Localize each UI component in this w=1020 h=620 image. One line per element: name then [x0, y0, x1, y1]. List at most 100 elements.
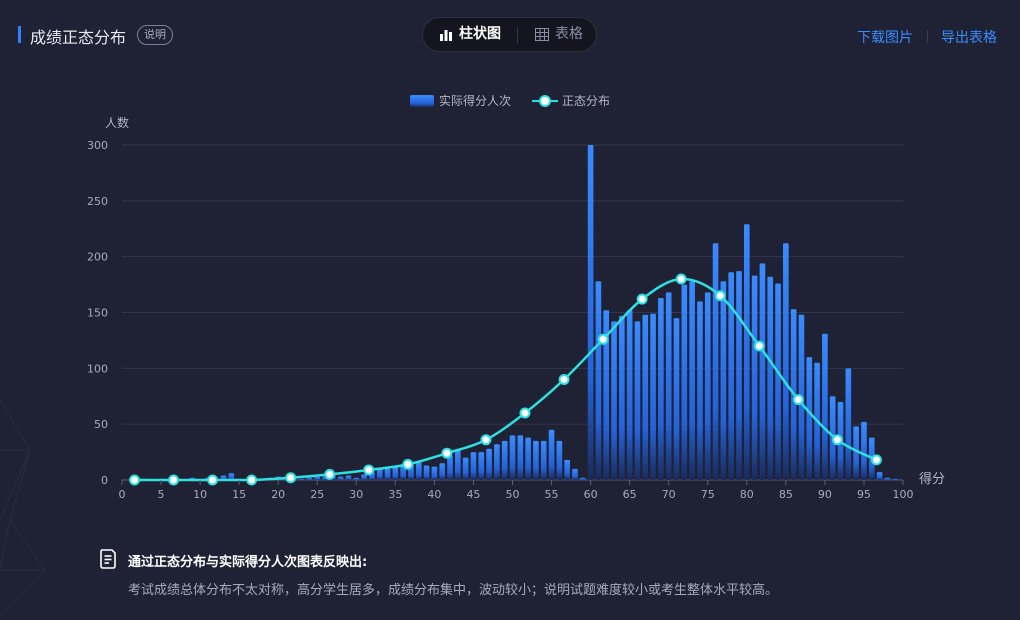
- score-bar[interactable]: [806, 357, 813, 480]
- score-bar[interactable]: [486, 448, 492, 480]
- score-bar[interactable]: [634, 321, 641, 480]
- score-bar[interactable]: [228, 473, 235, 480]
- normal-curve-point[interactable]: [441, 447, 453, 459]
- score-bar[interactable]: [579, 477, 586, 480]
- score-bar[interactable]: [455, 449, 461, 480]
- normal-curve-point[interactable]: [168, 474, 180, 486]
- normal-curve-point[interactable]: [675, 273, 687, 285]
- x-tick-label: 65: [623, 488, 637, 501]
- normal-curve-point[interactable]: [128, 474, 140, 486]
- normal-curve-point[interactable]: [714, 290, 726, 302]
- score-bar[interactable]: [431, 466, 438, 480]
- tab-bar-chart[interactable]: 柱状图: [439, 18, 501, 51]
- score-bar[interactable]: [306, 477, 313, 480]
- normal-curve-point[interactable]: [285, 472, 297, 484]
- normal-curve-point[interactable]: [324, 468, 336, 480]
- score-bar[interactable]: [876, 472, 883, 480]
- score-bar[interactable]: [509, 435, 516, 480]
- score-bar[interactable]: [751, 275, 758, 480]
- score-bar[interactable]: [712, 243, 719, 480]
- normal-curve-point[interactable]: [207, 474, 219, 486]
- score-bar[interactable]: [650, 313, 656, 480]
- chart-legend: 实际得分人次 正态分布: [410, 93, 610, 108]
- score-bar[interactable]: [611, 321, 617, 480]
- score-bar[interactable]: [689, 281, 695, 480]
- normal-curve-point[interactable]: [402, 458, 414, 470]
- score-bar[interactable]: [415, 462, 422, 480]
- score-bar[interactable]: [759, 263, 766, 480]
- chart-header: 成绩正态分布 说明 柱状图 表格 下载图片 导出表格: [0, 0, 1020, 70]
- normal-curve-point[interactable]: [597, 333, 609, 345]
- score-bar[interactable]: [619, 315, 625, 480]
- score-bar[interactable]: [767, 276, 774, 480]
- score-bar[interactable]: [595, 281, 602, 480]
- score-bar[interactable]: [540, 440, 547, 480]
- score-bar[interactable]: [704, 292, 711, 480]
- normal-curve-point[interactable]: [246, 474, 258, 486]
- export-table-link[interactable]: 导出表格: [941, 30, 997, 46]
- score-bar[interactable]: [626, 310, 633, 480]
- normal-curve-point[interactable]: [753, 340, 765, 352]
- score-bar[interactable]: [439, 463, 446, 480]
- score-bar[interactable]: [345, 475, 352, 480]
- score-bar[interactable]: [384, 468, 391, 480]
- score-bar[interactable]: [494, 444, 500, 480]
- normal-curve-point[interactable]: [363, 464, 375, 476]
- score-bar[interactable]: [728, 272, 734, 480]
- normal-curve-point[interactable]: [870, 454, 882, 466]
- score-bar[interactable]: [462, 457, 469, 480]
- score-bar[interactable]: [658, 297, 664, 480]
- score-bar[interactable]: [681, 284, 688, 480]
- score-bar[interactable]: [892, 478, 899, 480]
- score-bar[interactable]: [720, 281, 727, 480]
- normal-curve-point[interactable]: [480, 434, 492, 446]
- normal-curve-point[interactable]: [558, 374, 570, 385]
- legend-bar-label[interactable]: 实际得分人次: [439, 93, 511, 108]
- score-bar[interactable]: [736, 271, 742, 480]
- score-bar[interactable]: [298, 478, 305, 480]
- score-bar[interactable]: [314, 476, 321, 480]
- help-tag[interactable]: 说明: [137, 25, 173, 45]
- score-bar[interactable]: [361, 474, 367, 480]
- score-bar[interactable]: [861, 421, 867, 480]
- score-bar[interactable]: [517, 435, 524, 480]
- score-bar[interactable]: [884, 477, 891, 480]
- download-image-link[interactable]: 下载图片: [857, 30, 913, 46]
- score-bar[interactable]: [603, 310, 610, 480]
- score-bar[interactable]: [665, 292, 672, 480]
- score-bar[interactable]: [501, 440, 508, 480]
- score-bar[interactable]: [853, 426, 859, 480]
- score-bar[interactable]: [337, 476, 344, 480]
- score-bar[interactable]: [822, 333, 828, 480]
- score-bar[interactable]: [564, 459, 570, 480]
- legend-curve-label[interactable]: 正态分布: [562, 94, 610, 108]
- normal-curve-point[interactable]: [792, 394, 804, 406]
- score-bar[interactable]: [353, 477, 360, 480]
- score-bar[interactable]: [845, 368, 852, 480]
- score-bar[interactable]: [423, 465, 430, 480]
- score-bar[interactable]: [642, 314, 649, 480]
- score-bar[interactable]: [548, 429, 555, 480]
- table-icon: [535, 28, 549, 41]
- x-tick-label: 90: [818, 488, 832, 501]
- score-bar[interactable]: [533, 440, 539, 480]
- score-bar[interactable]: [587, 145, 594, 480]
- score-bar[interactable]: [556, 440, 563, 480]
- score-bar[interactable]: [783, 243, 789, 480]
- score-bar[interactable]: [376, 468, 383, 480]
- score-bar[interactable]: [572, 468, 578, 480]
- score-bar[interactable]: [392, 466, 399, 480]
- score-bar[interactable]: [743, 224, 750, 480]
- normal-curve-point[interactable]: [636, 293, 648, 305]
- score-bar[interactable]: [447, 455, 453, 480]
- score-bar[interactable]: [470, 452, 477, 480]
- score-bar[interactable]: [478, 452, 485, 480]
- tab-table[interactable]: 表格: [535, 18, 583, 51]
- score-bar[interactable]: [673, 318, 680, 480]
- score-bar[interactable]: [697, 301, 703, 480]
- x-tick-label: 5: [158, 488, 165, 501]
- score-bar[interactable]: [775, 283, 781, 480]
- score-bar[interactable]: [525, 437, 531, 480]
- normal-curve-point[interactable]: [519, 407, 531, 419]
- normal-curve-point[interactable]: [831, 434, 843, 446]
